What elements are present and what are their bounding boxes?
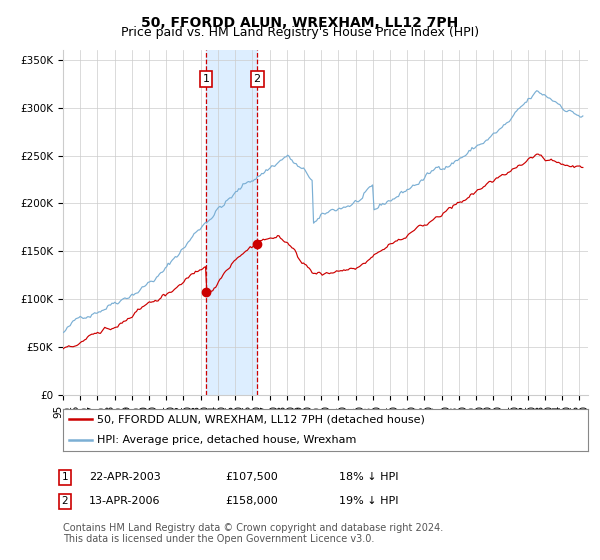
- Text: 1: 1: [61, 472, 68, 482]
- Text: Price paid vs. HM Land Registry's House Price Index (HPI): Price paid vs. HM Land Registry's House …: [121, 26, 479, 39]
- Text: 19% ↓ HPI: 19% ↓ HPI: [339, 496, 398, 506]
- Text: HPI: Average price, detached house, Wrexham: HPI: Average price, detached house, Wrex…: [97, 435, 356, 445]
- Text: 13-APR-2006: 13-APR-2006: [89, 496, 160, 506]
- Text: 50, FFORDD ALUN, WREXHAM, LL12 7PH (detached house): 50, FFORDD ALUN, WREXHAM, LL12 7PH (deta…: [97, 414, 425, 424]
- Text: 2: 2: [61, 496, 68, 506]
- Text: £158,000: £158,000: [225, 496, 278, 506]
- Text: 1: 1: [202, 74, 209, 84]
- Text: 22-APR-2003: 22-APR-2003: [89, 472, 161, 482]
- Text: 18% ↓ HPI: 18% ↓ HPI: [339, 472, 398, 482]
- Bar: [206, 50, 257, 395]
- Text: Contains HM Land Registry data © Crown copyright and database right 2024.
This d: Contains HM Land Registry data © Crown c…: [63, 522, 443, 544]
- Text: 2: 2: [254, 74, 261, 84]
- Text: 50, FFORDD ALUN, WREXHAM, LL12 7PH: 50, FFORDD ALUN, WREXHAM, LL12 7PH: [142, 16, 458, 30]
- Text: £107,500: £107,500: [225, 472, 278, 482]
